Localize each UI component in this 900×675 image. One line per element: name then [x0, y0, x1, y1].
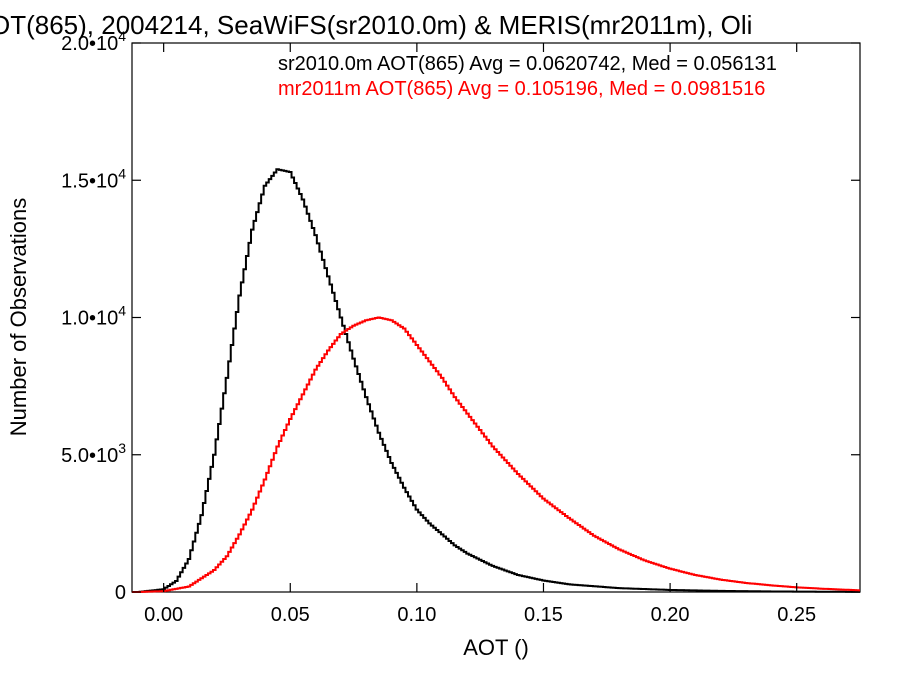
- x-tick-label: 0.10: [397, 604, 436, 626]
- histogram-series-1: [132, 168, 860, 593]
- stats-annotation-2: mr2011m AOT(865) Avg = 0.105196, Med = 0…: [278, 78, 765, 100]
- x-tick-label: 0.15: [524, 604, 563, 626]
- y-tick-label: 5.0•103: [61, 440, 126, 467]
- x-axis-label: AOT (): [463, 635, 529, 660]
- stats-annotation-1: sr2010.0m AOT(865) Avg = 0.0620742, Med …: [278, 53, 777, 75]
- histogram-series-2: [132, 316, 860, 593]
- y-axis-label: Number of Observations: [6, 198, 31, 436]
- x-tick-label: 0.25: [777, 604, 816, 626]
- y-tick-label: 1.0•104: [61, 303, 126, 330]
- y-tick-label: 0: [115, 582, 126, 604]
- chart-title: OT(865), 2004214, SeaWiFS(sr2010.0m) & M…: [0, 10, 752, 40]
- y-tick-label: 1.5•104: [61, 165, 126, 192]
- x-tick-label: 0.20: [651, 604, 690, 626]
- y-tick-label: 2.0•104: [61, 28, 126, 55]
- x-tick-label: 0.00: [144, 604, 183, 626]
- x-tick-label: 0.05: [271, 604, 310, 626]
- plot-frame: [131, 42, 861, 593]
